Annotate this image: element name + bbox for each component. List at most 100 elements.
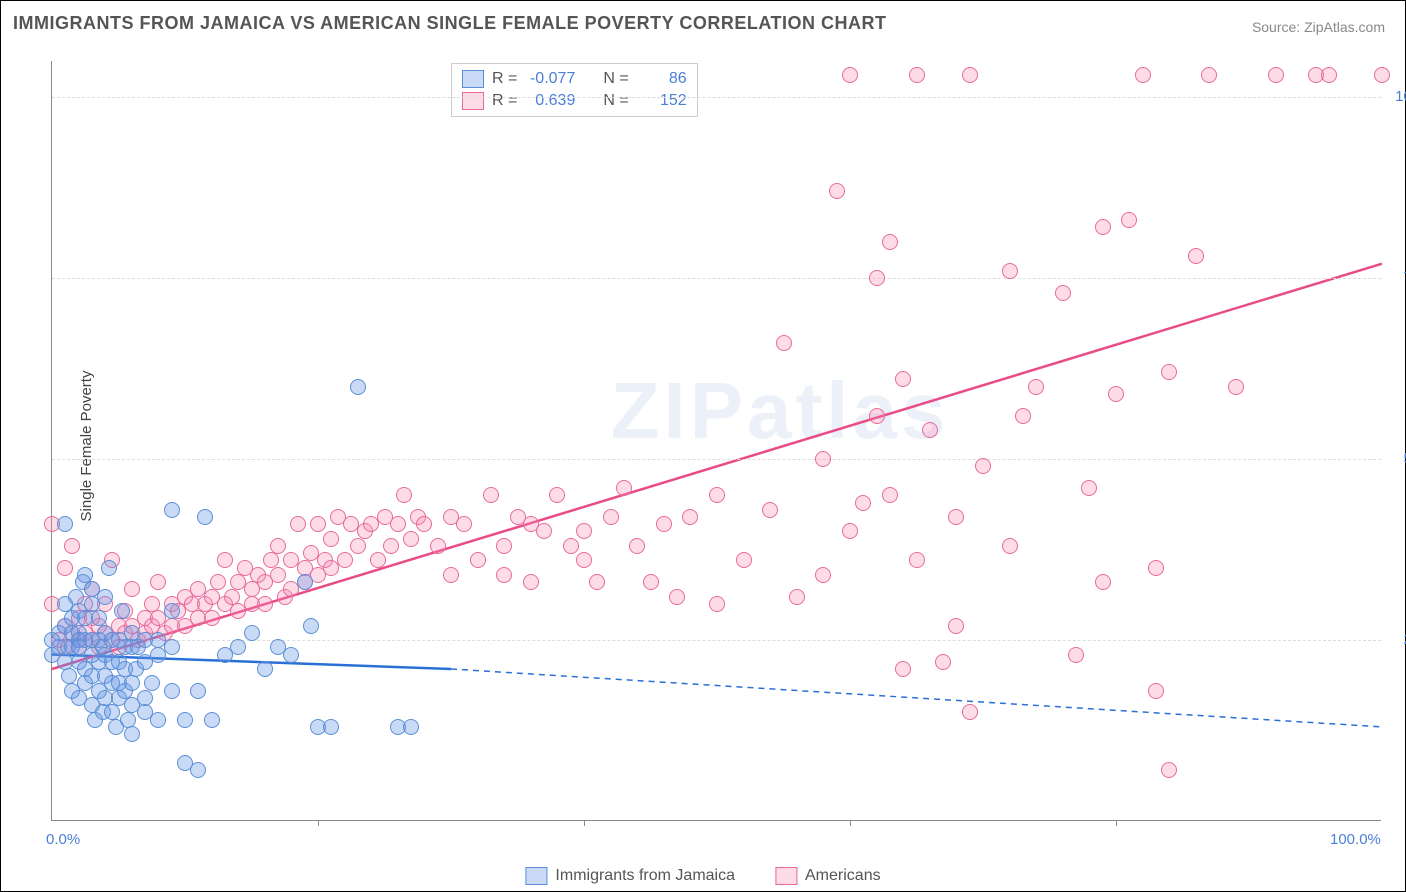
data-point-americans xyxy=(1028,379,1044,395)
data-point-jamaica xyxy=(164,502,180,518)
legend-label-americans: Americans xyxy=(805,867,881,885)
data-point-americans xyxy=(855,495,871,511)
stat-swatch xyxy=(462,70,484,88)
data-point-jamaica xyxy=(164,639,180,655)
data-point-jamaica xyxy=(190,683,206,699)
chart-container: IMMIGRANTS FROM JAMAICA VS AMERICAN SING… xyxy=(0,0,1406,892)
data-point-jamaica xyxy=(68,589,84,605)
chart-title: IMMIGRANTS FROM JAMAICA VS AMERICAN SING… xyxy=(13,13,887,34)
data-point-americans xyxy=(257,596,273,612)
x-tick-mark xyxy=(318,820,319,826)
data-point-jamaica xyxy=(101,560,117,576)
data-point-americans xyxy=(390,516,406,532)
legend-item-americans: Americans xyxy=(775,867,881,885)
regression-lines xyxy=(52,61,1382,821)
data-point-americans xyxy=(882,234,898,250)
data-point-jamaica xyxy=(204,712,220,728)
data-point-jamaica xyxy=(124,726,140,742)
data-point-jamaica xyxy=(197,509,213,525)
data-point-jamaica xyxy=(164,603,180,619)
legend-item-jamaica: Immigrants from Jamaica xyxy=(525,867,735,885)
data-point-americans xyxy=(776,335,792,351)
data-point-jamaica xyxy=(403,719,419,735)
data-point-americans xyxy=(948,618,964,634)
data-point-americans xyxy=(1002,263,1018,279)
gridline xyxy=(52,97,1381,98)
y-tick-label: 50.0% xyxy=(1386,450,1406,467)
data-point-americans xyxy=(1148,683,1164,699)
x-tick-mark xyxy=(584,820,585,826)
stat-row: R =0.639N =152 xyxy=(452,90,697,112)
data-point-jamaica xyxy=(350,379,366,395)
data-point-americans xyxy=(643,574,659,590)
data-point-americans xyxy=(709,596,725,612)
y-tick-label: 100.0% xyxy=(1386,88,1406,105)
data-point-americans xyxy=(669,589,685,605)
data-point-americans xyxy=(869,408,885,424)
data-point-americans xyxy=(270,538,286,554)
data-point-jamaica xyxy=(91,610,107,626)
data-point-americans xyxy=(1068,647,1084,663)
data-point-americans xyxy=(656,516,672,532)
data-point-americans xyxy=(64,538,80,554)
data-point-americans xyxy=(603,509,619,525)
data-point-americans xyxy=(1148,560,1164,576)
data-point-americans xyxy=(1268,67,1284,83)
data-point-jamaica xyxy=(164,683,180,699)
gridline xyxy=(52,459,1381,460)
data-point-americans xyxy=(523,574,539,590)
data-point-jamaica xyxy=(177,712,193,728)
stat-swatch xyxy=(462,92,484,110)
data-point-americans xyxy=(430,538,446,554)
legend-swatch-americans xyxy=(775,867,797,885)
data-point-americans xyxy=(909,67,925,83)
x-tick-mark xyxy=(850,820,851,826)
data-point-americans xyxy=(563,538,579,554)
regression-line xyxy=(451,669,1382,727)
data-point-jamaica xyxy=(150,712,166,728)
data-point-americans xyxy=(403,531,419,547)
x-tick-mark xyxy=(1116,820,1117,826)
x-tick-label: 100.0% xyxy=(1330,831,1381,848)
data-point-americans xyxy=(736,552,752,568)
data-point-americans xyxy=(470,552,486,568)
data-point-jamaica xyxy=(297,574,313,590)
data-point-americans xyxy=(869,270,885,286)
data-point-americans xyxy=(829,183,845,199)
legend-swatch-jamaica xyxy=(525,867,547,885)
data-point-americans xyxy=(762,502,778,518)
data-point-americans xyxy=(323,531,339,547)
data-point-americans xyxy=(1228,379,1244,395)
data-point-americans xyxy=(350,538,366,554)
gridline xyxy=(52,278,1381,279)
data-point-americans xyxy=(1374,67,1390,83)
stat-row: R =-0.077N =86 xyxy=(452,68,697,90)
data-point-americans xyxy=(1002,538,1018,554)
legend: Immigrants from Jamaica Americans xyxy=(525,867,880,885)
data-point-jamaica xyxy=(283,647,299,663)
data-point-jamaica xyxy=(257,661,273,677)
data-point-jamaica xyxy=(97,589,113,605)
data-point-jamaica xyxy=(244,625,260,641)
data-point-americans xyxy=(1095,574,1111,590)
data-point-americans xyxy=(909,552,925,568)
legend-label-jamaica: Immigrants from Jamaica xyxy=(555,867,735,885)
y-tick-label: 25.0% xyxy=(1386,631,1406,648)
x-tick-label: 0.0% xyxy=(46,831,80,848)
data-point-americans xyxy=(789,589,805,605)
source-label: Source: ZipAtlas.com xyxy=(1252,19,1385,35)
data-point-americans xyxy=(383,538,399,554)
plot-area: ZIPatlas R =-0.077N =86R =0.639N =152 25… xyxy=(51,61,1381,821)
data-point-americans xyxy=(57,560,73,576)
data-point-americans xyxy=(204,610,220,626)
data-point-americans xyxy=(337,552,353,568)
data-point-americans xyxy=(1055,285,1071,301)
data-point-americans xyxy=(1108,386,1124,402)
data-point-americans xyxy=(1015,408,1031,424)
data-point-americans xyxy=(496,567,512,583)
data-point-americans xyxy=(443,567,459,583)
data-point-jamaica xyxy=(303,618,319,634)
data-point-americans xyxy=(616,480,632,496)
data-point-americans xyxy=(270,567,286,583)
data-point-americans xyxy=(935,654,951,670)
